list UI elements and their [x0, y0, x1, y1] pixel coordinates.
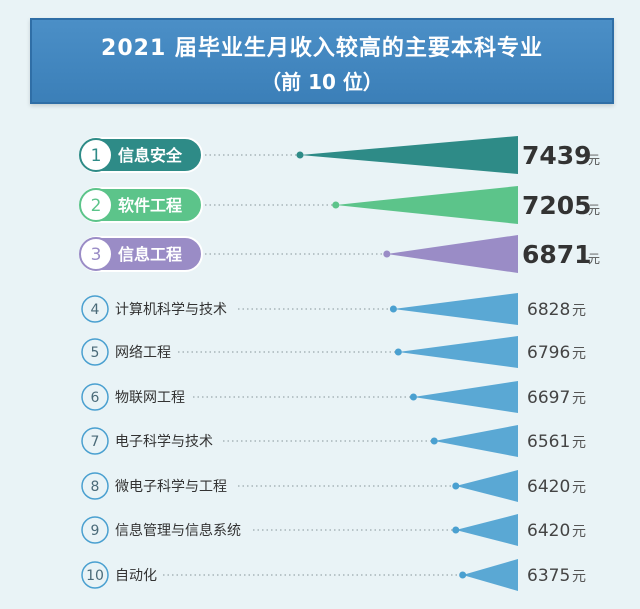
- wedge-tip-dot: [394, 348, 402, 356]
- category-label: 电子科学与技术: [115, 434, 213, 450]
- value-wedge: [393, 293, 518, 325]
- value-label: 6420: [527, 477, 570, 497]
- value-label: 6375: [527, 566, 570, 586]
- wedge-tip-dot: [332, 201, 340, 209]
- value-wedge: [335, 186, 518, 224]
- category-label: 微电子科学与工程: [115, 479, 227, 495]
- unit-label: 元: [572, 569, 586, 585]
- wedge-tip-dot: [389, 305, 397, 313]
- value-label: 6796: [527, 343, 570, 363]
- rank-circle: [81, 338, 109, 366]
- rank-number: 5: [91, 345, 100, 361]
- title-banner: 2021 届毕业生月收入较高的主要本科专业 （前 10 位）: [30, 18, 614, 104]
- unit-label: 元: [572, 524, 586, 540]
- rank-circle: [79, 188, 113, 222]
- rank-circle: [79, 237, 113, 271]
- rank-number: 6: [91, 390, 100, 406]
- unit-label: 元: [572, 346, 586, 362]
- rank-number: 2: [91, 196, 102, 216]
- unit-label: 元: [572, 480, 586, 496]
- rank-number: 4: [91, 302, 100, 318]
- rank-circle: [79, 138, 113, 172]
- unit-label: 元: [588, 252, 600, 266]
- unit-label: 元: [588, 203, 600, 217]
- category-label: 网络工程: [115, 345, 171, 361]
- value-label: 7205: [522, 191, 592, 220]
- rank-number: 3: [91, 245, 102, 265]
- wedge-tip-dot: [296, 151, 304, 159]
- category-label: 软件工程: [118, 196, 182, 215]
- chart-subtitle: （前 10 位）: [261, 70, 383, 94]
- unit-label: 元: [572, 391, 586, 407]
- value-wedge: [300, 136, 518, 174]
- rank-number: 10: [86, 568, 104, 584]
- value-wedge: [455, 514, 518, 546]
- category-label: 信息工程: [118, 245, 182, 264]
- value-wedge: [386, 235, 518, 273]
- rank-circle: [81, 516, 109, 544]
- rank-number: 8: [91, 479, 100, 495]
- wedge-tip-dot: [459, 571, 467, 579]
- value-label: 6697: [527, 388, 570, 408]
- category-label: 信息管理与信息系统: [115, 522, 241, 539]
- category-label: 物联网工程: [115, 390, 185, 406]
- value-wedge: [398, 336, 518, 368]
- value-label: 6561: [527, 432, 570, 452]
- category-label: 信息安全: [118, 146, 183, 165]
- value-label: 6828: [527, 300, 570, 320]
- wedge-tip-dot: [430, 437, 438, 445]
- value-wedge: [462, 559, 518, 591]
- wedge-tip-dot: [452, 482, 460, 490]
- value-wedge: [434, 425, 518, 457]
- rank-circle: [81, 427, 109, 455]
- chart-title: 2021 届毕业生月收入较高的主要本科专业: [101, 36, 543, 61]
- value-label: 7439: [522, 141, 592, 170]
- rank-circle: [81, 472, 109, 500]
- rank-number: 1: [91, 146, 102, 166]
- wedge-tip-dot: [383, 250, 391, 258]
- unit-label: 元: [572, 303, 586, 319]
- category-label: 计算机科学与技术: [115, 302, 227, 318]
- value-wedge: [455, 470, 518, 502]
- value-wedge: [413, 381, 518, 413]
- value-label: 6420: [527, 521, 570, 541]
- rank-number: 9: [91, 523, 100, 539]
- wedge-tip-dot: [452, 526, 460, 534]
- rank-circle: [81, 561, 109, 589]
- value-label: 6871: [522, 240, 592, 269]
- wedge-tip-dot: [409, 393, 417, 401]
- rank-circle: [81, 383, 109, 411]
- unit-label: 元: [572, 435, 586, 451]
- rank-circle: [81, 295, 109, 323]
- category-label: 自动化: [115, 568, 157, 584]
- rank-number: 7: [91, 434, 100, 450]
- unit-label: 元: [588, 153, 600, 167]
